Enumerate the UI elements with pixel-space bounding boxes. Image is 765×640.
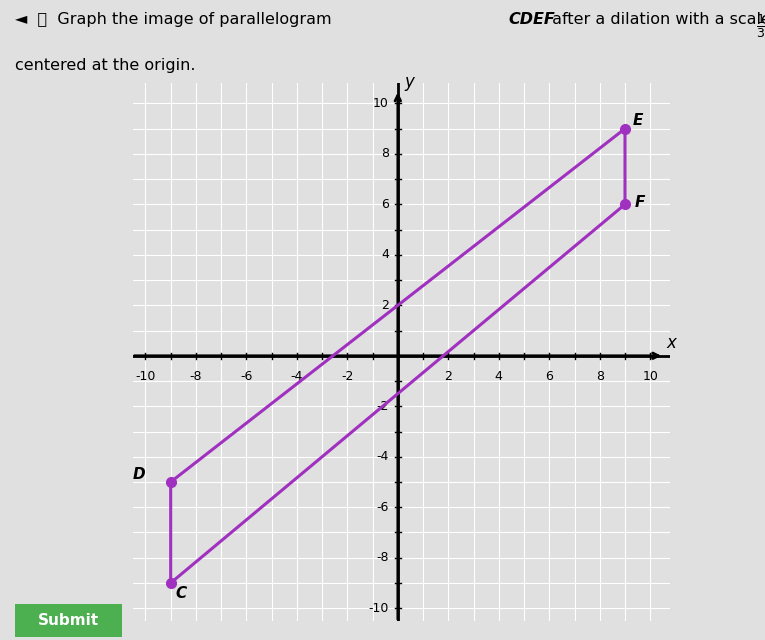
Text: 10: 10 <box>643 370 658 383</box>
Text: 10: 10 <box>373 97 389 110</box>
Text: centered at the origin.: centered at the origin. <box>15 58 196 73</box>
Text: 8: 8 <box>381 147 389 161</box>
Text: Submit: Submit <box>38 612 99 628</box>
Text: ◄︎  📸  Graph the image of parallelogram: ◄︎ 📸 Graph the image of parallelogram <box>15 12 337 28</box>
Text: y: y <box>404 73 414 91</box>
Text: -8: -8 <box>376 551 389 564</box>
Text: CDEF: CDEF <box>509 12 555 28</box>
Text: -6: -6 <box>240 370 252 383</box>
Text: -4: -4 <box>376 451 389 463</box>
Text: C: C <box>176 586 187 601</box>
Text: -6: -6 <box>376 500 389 514</box>
Text: $\frac{1}{3},$: $\frac{1}{3},$ <box>756 12 765 40</box>
Text: -10: -10 <box>369 602 389 614</box>
Text: 6: 6 <box>381 198 389 211</box>
Text: 6: 6 <box>545 370 553 383</box>
Text: -2: -2 <box>341 370 353 383</box>
Text: 2: 2 <box>381 299 389 312</box>
Text: -8: -8 <box>190 370 202 383</box>
Text: 8: 8 <box>596 370 604 383</box>
Text: E: E <box>633 113 643 128</box>
Text: -2: -2 <box>376 400 389 413</box>
Text: -10: -10 <box>135 370 155 383</box>
Text: -4: -4 <box>291 370 303 383</box>
Text: x: x <box>666 334 676 352</box>
Text: 4: 4 <box>381 248 389 261</box>
Text: 4: 4 <box>495 370 503 383</box>
Text: F: F <box>635 195 646 210</box>
Text: after a dilation with a scale factor of: after a dilation with a scale factor of <box>547 12 765 28</box>
Text: 2: 2 <box>444 370 452 383</box>
Text: D: D <box>133 467 145 483</box>
